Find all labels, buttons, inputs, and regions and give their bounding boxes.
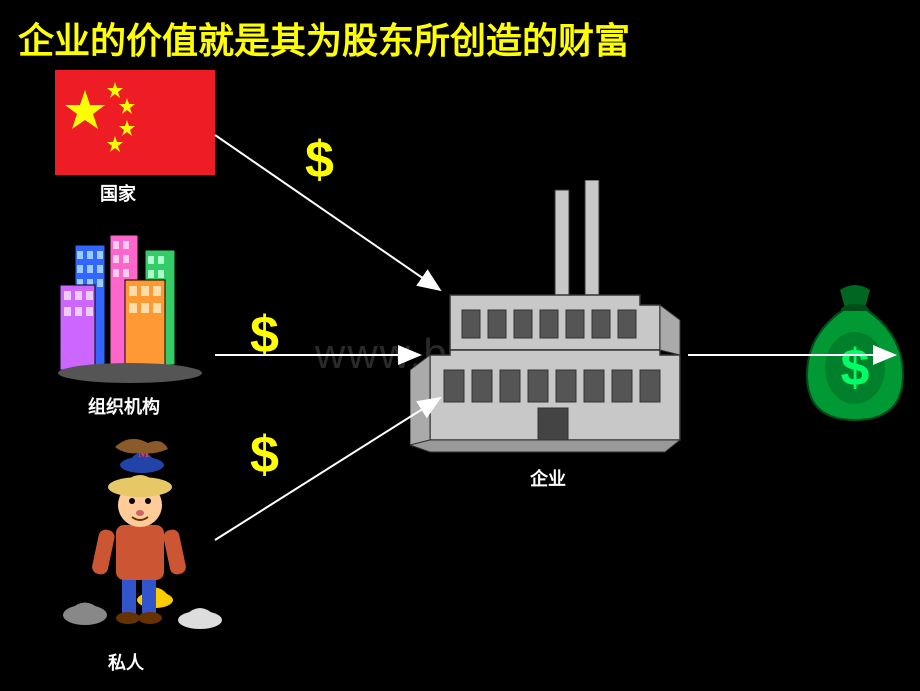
- arrows-layer: [0, 0, 920, 691]
